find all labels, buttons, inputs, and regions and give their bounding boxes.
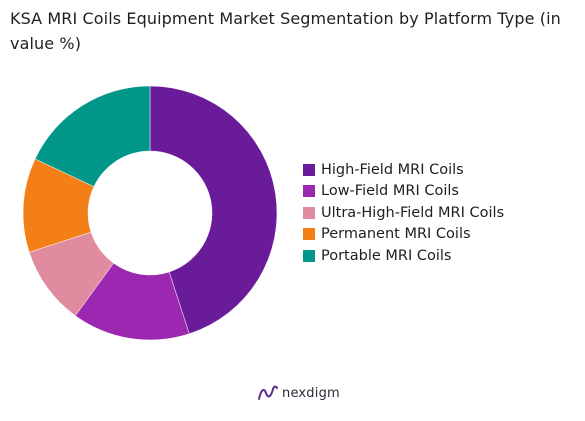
slice-portable-mri-coils [34,85,151,187]
nexdigm-logo-icon [258,385,278,400]
legend-label: Portable MRI Coils [321,247,452,264]
legend-label: Permanent MRI Coils [321,226,471,243]
donut-slices [22,85,278,341]
legend-item: Low-Field MRI Coils [303,181,504,203]
brand-logo: nexdigm [257,384,340,402]
legend-swatch [303,206,315,219]
legend-swatch [303,163,315,176]
chart-title: KSA MRI Coils Equipment Market Segmentat… [10,9,561,53]
legend-item: Permanent MRI Coils [303,224,504,246]
legend-item: High-Field MRI Coils [303,159,504,181]
legend-label: Low-Field MRI Coils [321,183,459,200]
legend-swatch [303,228,315,241]
brand-name: nexdigm [282,385,340,401]
legend-item: Ultra-High-Field MRI Coils [303,202,504,224]
legend-label: High-Field MRI Coils [321,161,464,178]
legend-label: Ultra-High-Field MRI Coils [321,204,505,221]
legend-swatch [303,185,315,198]
legend-swatch [303,249,315,262]
slice-high-field-mri-coils [149,85,278,335]
chart-legend: High-Field MRI Coils Low-Field MRI Coils U… [303,159,504,267]
legend-item: Portable MRI Coils [303,245,504,267]
